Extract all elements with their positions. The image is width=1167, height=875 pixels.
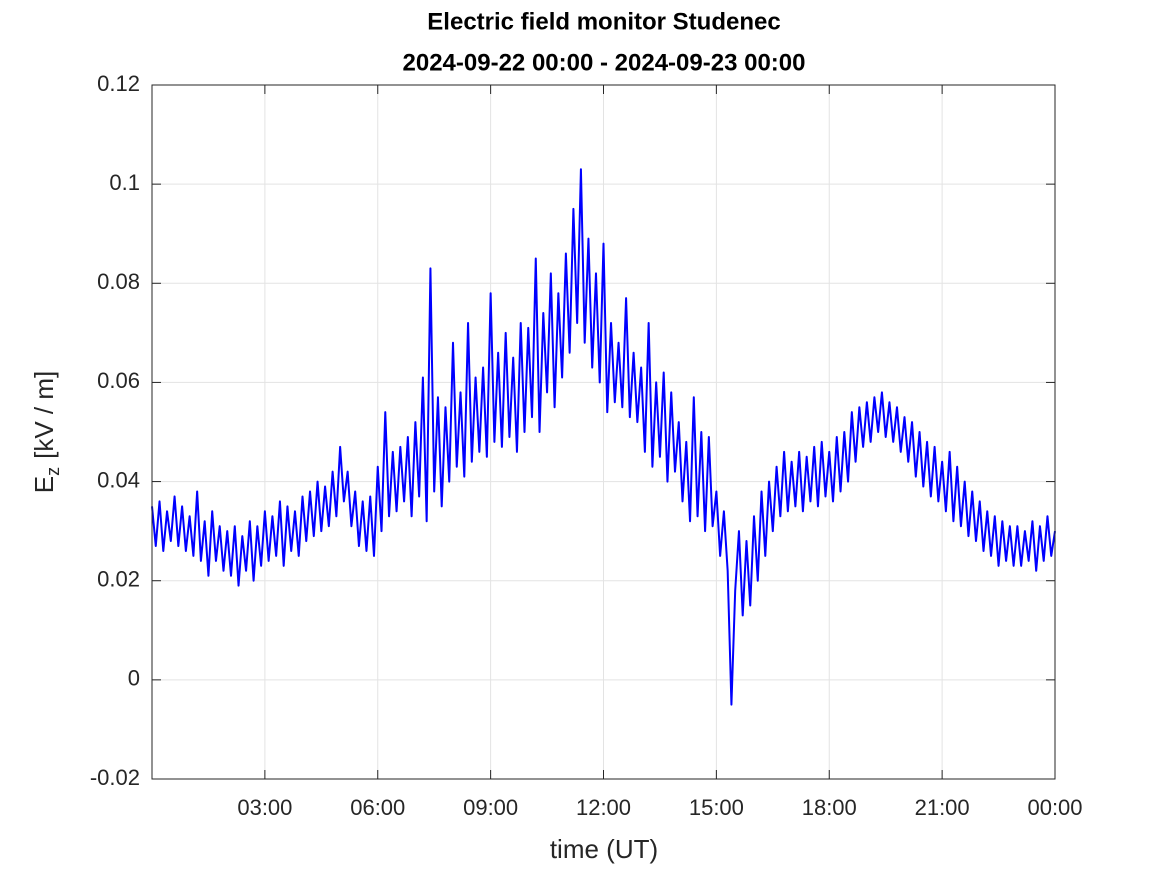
x-tick-label: 00:00 (1027, 795, 1082, 820)
y-label-sub: z (43, 467, 63, 476)
y-tick-label: 0.06 (97, 368, 140, 393)
y-tick-label: 0.02 (97, 567, 140, 592)
y-tick-label: 0.1 (109, 170, 140, 195)
y-label-main: E (29, 476, 59, 493)
x-tick-label: 03:00 (237, 795, 292, 820)
x-axis-label: time (UT) (550, 834, 658, 864)
y-axis-label: Ez [kV / m] (29, 371, 63, 493)
data-line (151, 168, 1056, 706)
x-tick-label: 18:00 (802, 795, 857, 820)
x-tick-label: 09:00 (463, 795, 518, 820)
x-tick-label: 15:00 (689, 795, 744, 820)
x-tick-label: 12:00 (576, 795, 631, 820)
chart-title: Electric field monitor Studenec (427, 8, 780, 35)
plot-frame (151, 84, 1056, 780)
x-tick-label: 21:00 (915, 795, 970, 820)
y-tick-label: 0 (128, 666, 140, 691)
x-tick-label: 06:00 (350, 795, 405, 820)
y-tick-label: 0.08 (97, 269, 140, 294)
y-tick-label: 0.12 (97, 71, 140, 96)
chart-subtitle: 2024-09-22 00:00 - 2024-09-23 00:00 (403, 49, 806, 76)
y-tick-label: 0.04 (97, 467, 140, 492)
y-tick-label: -0.02 (90, 765, 140, 790)
y-label-unit: [kV / m] (29, 371, 59, 459)
